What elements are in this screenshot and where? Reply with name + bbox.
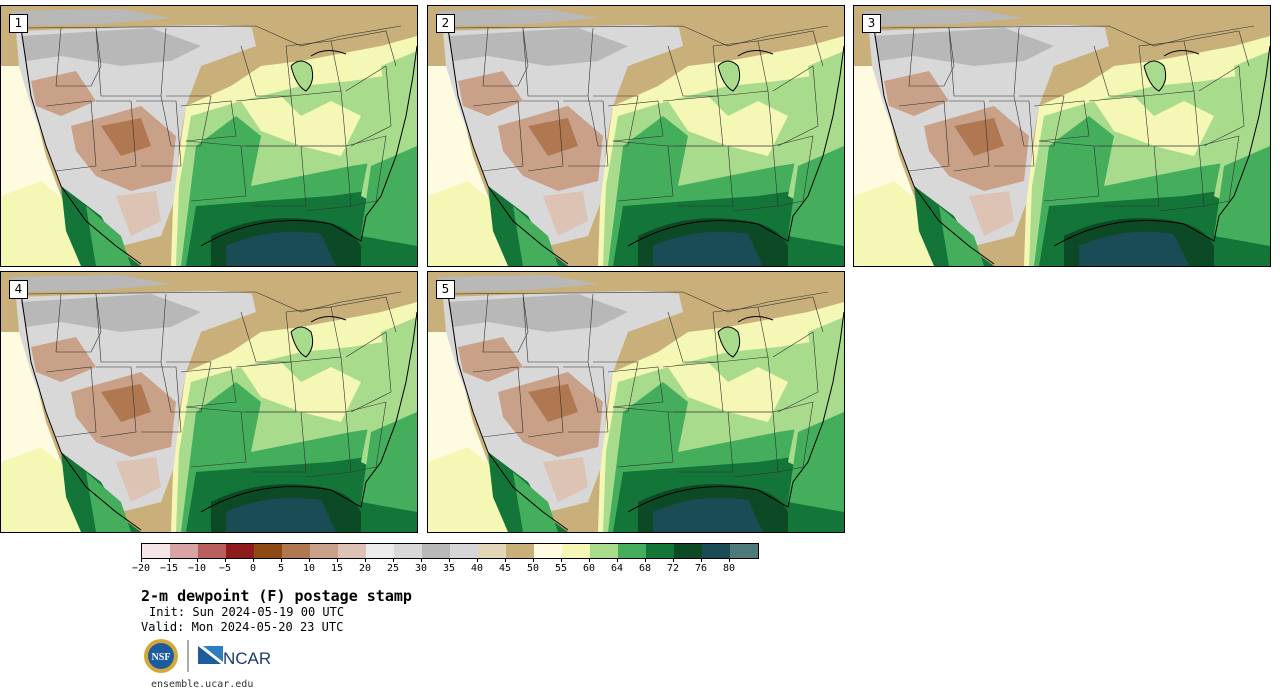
colorbar-tick-mark [729, 558, 730, 562]
colorbar-swatch [730, 544, 758, 558]
colorbar-tick-label: −5 [218, 563, 232, 574]
colorbar-tick-mark [645, 558, 646, 562]
colorbar-tick-label: 76 [694, 563, 708, 574]
colorbar-swatch [534, 544, 562, 558]
colorbar-swatch [226, 544, 254, 558]
colorbar-swatch [394, 544, 422, 558]
colorbar-tick-mark [617, 558, 618, 562]
nsf-logo: NSF [144, 639, 178, 673]
colorbar-swatch [170, 544, 198, 558]
panel-number: 2 [436, 14, 455, 33]
colorbar-tick-mark [141, 558, 142, 562]
colorbar-swatch [338, 544, 366, 558]
panel-number: 5 [436, 280, 455, 299]
colorbar-swatch [478, 544, 506, 558]
colorbar-ticks: −20 −15 −10 −5 0 5 10 15 20 25 30 35 40 45 50 55 60 64 68 7… [132, 558, 757, 578]
map-panel-3: 3 [853, 5, 1271, 267]
colorbar-swatch [366, 544, 394, 558]
colorbar-tick-mark [393, 558, 394, 562]
colorbar [141, 543, 759, 559]
colorbar-tick-label: 15 [330, 563, 344, 574]
colorbar-tick-mark [253, 558, 254, 562]
colorbar-tick-label: 0 [249, 563, 257, 574]
colorbar-tick-mark [673, 558, 674, 562]
colorbar-swatch [310, 544, 338, 558]
colorbar-tick-mark [225, 558, 226, 562]
footer-link[interactable]: ensemble.ucar.edu [151, 679, 254, 690]
ncar-logo: NCAR [198, 646, 271, 668]
colorbar-tick-label: −10 [187, 563, 207, 574]
colorbar-tick-label: 50 [526, 563, 540, 574]
colorbar-swatch [702, 544, 730, 558]
colorbar-swatch [254, 544, 282, 558]
colorbar-tick-mark [309, 558, 310, 562]
colorbar-tick-label: 35 [442, 563, 456, 574]
nsf-text: NSF [152, 652, 171, 663]
colorbar-swatch [282, 544, 310, 558]
dewpoint-map [428, 6, 844, 266]
colorbar-tick-mark [337, 558, 338, 562]
colorbar-tick-mark [533, 558, 534, 562]
colorbar-tick-label: 25 [386, 563, 400, 574]
colorbar-tick-mark [197, 558, 198, 562]
valid-time: Valid: Mon 2024-05-20 23 UTC [141, 620, 344, 634]
colorbar-swatch [506, 544, 534, 558]
colorbar-tick-mark [169, 558, 170, 562]
map-panel-4: 4 [0, 271, 418, 533]
colorbar-tick-mark [477, 558, 478, 562]
colorbar-tick-label: 72 [666, 563, 680, 574]
colorbar-tick-mark [589, 558, 590, 562]
colorbar-tick-label: 60 [582, 563, 596, 574]
dewpoint-map [1, 272, 417, 532]
colorbar-tick-mark [421, 558, 422, 562]
colorbar-tick-label: 45 [498, 563, 512, 574]
colorbar-tick-mark [365, 558, 366, 562]
colorbar-tick-label: 40 [470, 563, 484, 574]
colorbar-tick-mark [701, 558, 702, 562]
colorbar-tick-label: 5 [277, 563, 285, 574]
colorbar-tick-label: 30 [414, 563, 428, 574]
colorbar-swatch [590, 544, 618, 558]
colorbar-tick-label: 80 [722, 563, 736, 574]
panel-number: 1 [9, 14, 28, 33]
colorbar-swatch [422, 544, 450, 558]
colorbar-swatch [646, 544, 674, 558]
dewpoint-map [428, 272, 844, 532]
colorbar-swatch [618, 544, 646, 558]
map-panel-2: 2 [427, 5, 845, 267]
colorbar-swatch [674, 544, 702, 558]
panel-number: 3 [862, 14, 881, 33]
colorbar-tick-mark [505, 558, 506, 562]
map-panel-5: 5 [427, 271, 845, 533]
ncar-text: NCAR [223, 649, 271, 668]
colorbar-tick-label: 64 [610, 563, 624, 574]
colorbar-swatch [562, 544, 590, 558]
colorbar-tick-label: 68 [638, 563, 652, 574]
colorbar-tick-mark [561, 558, 562, 562]
page-title: 2-m dewpoint (F) postage stamp [141, 587, 412, 605]
dewpoint-map [1, 6, 417, 266]
colorbar-tick-label: −20 [131, 563, 151, 574]
logo-group: NSF NCAR [144, 639, 271, 673]
map-panel-1: 1 [0, 5, 418, 267]
panel-number: 4 [9, 280, 28, 299]
colorbar-tick-mark [281, 558, 282, 562]
init-time: Init: Sun 2024-05-19 00 UTC [149, 605, 345, 619]
colorbar-swatch [450, 544, 478, 558]
colorbar-tick-mark [449, 558, 450, 562]
colorbar-tick-label: −15 [159, 563, 179, 574]
colorbar-swatch [198, 544, 226, 558]
dewpoint-map [854, 6, 1270, 266]
colorbar-swatch [142, 544, 170, 558]
colorbar-tick-label: 10 [302, 563, 316, 574]
colorbar-tick-label: 55 [554, 563, 568, 574]
colorbar-tick-label: 20 [358, 563, 372, 574]
